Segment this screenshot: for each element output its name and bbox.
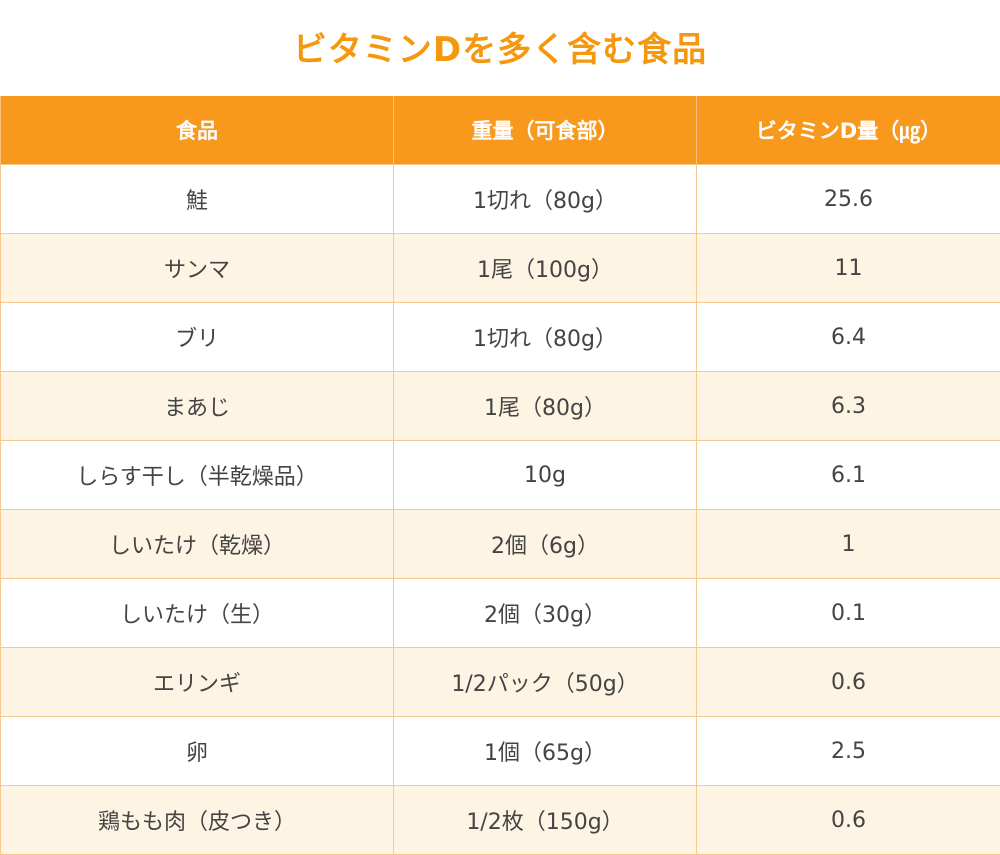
cell-food: しらす干し（半乾燥品） xyxy=(0,440,394,510)
table-row: ブリ 1切れ（80g） 6.4 xyxy=(0,302,1000,372)
table-row: 卵 1個（65g） 2.5 xyxy=(0,716,1000,786)
cell-food: 鮭 xyxy=(0,164,394,234)
cell-vitamin-d: 11 xyxy=(696,233,1000,303)
table-row: しいたけ（乾燥） 2個（6g） 1 xyxy=(0,509,1000,579)
cell-weight: 10g xyxy=(393,440,697,510)
cell-weight: 1個（65g） xyxy=(393,716,697,786)
cell-weight: 1尾（80g） xyxy=(393,371,697,441)
table-row: 鮭 1切れ（80g） 25.6 xyxy=(0,164,1000,234)
cell-vitamin-d: 0.1 xyxy=(696,578,1000,648)
cell-weight: 1切れ（80g） xyxy=(393,302,697,372)
table-row: しらす干し（半乾燥品） 10g 6.1 xyxy=(0,440,1000,510)
cell-food: しいたけ（乾燥） xyxy=(0,509,394,579)
header-food: 食品 xyxy=(0,96,394,165)
header-weight: 重量（可食部） xyxy=(393,96,697,165)
cell-weight: 1切れ（80g） xyxy=(393,164,697,234)
cell-food: 卵 xyxy=(0,716,394,786)
cell-food: サンマ xyxy=(0,233,394,303)
cell-food: エリンギ xyxy=(0,647,394,717)
cell-vitamin-d: 6.3 xyxy=(696,371,1000,441)
table-row: サンマ 1尾（100g） 11 xyxy=(0,233,1000,303)
cell-weight: 1尾（100g） xyxy=(393,233,697,303)
cell-vitamin-d: 6.4 xyxy=(696,302,1000,372)
cell-weight: 2個（30g） xyxy=(393,578,697,648)
page-title: ビタミンDを多く含む食品 xyxy=(292,30,708,70)
cell-weight: 2個（6g） xyxy=(393,509,697,579)
cell-vitamin-d: 2.5 xyxy=(696,716,1000,786)
table-row: まあじ 1尾（80g） 6.3 xyxy=(0,371,1000,441)
table-row: 鶏もも肉（皮つき） 1/2枚（150g） 0.6 xyxy=(0,785,1000,855)
cell-vitamin-d: 0.6 xyxy=(696,647,1000,717)
cell-vitamin-d: 0.6 xyxy=(696,785,1000,855)
cell-vitamin-d: 6.1 xyxy=(696,440,1000,510)
table-row: エリンギ 1/2パック（50g） 0.6 xyxy=(0,647,1000,717)
vitamin-d-table: 食品 重量（可食部） ビタミンD量（㎍） 鮭 1切れ（80g） 25.6 サンマ… xyxy=(0,96,1000,855)
cell-weight: 1/2枚（150g） xyxy=(393,785,697,855)
cell-weight: 1/2パック（50g） xyxy=(393,647,697,717)
table-header-row: 食品 重量（可食部） ビタミンD量（㎍） xyxy=(0,96,1000,165)
cell-food: しいたけ（生） xyxy=(0,578,394,648)
cell-food: ブリ xyxy=(0,302,394,372)
cell-vitamin-d: 25.6 xyxy=(696,164,1000,234)
table-row: しいたけ（生） 2個（30g） 0.1 xyxy=(0,578,1000,648)
cell-food: 鶏もも肉（皮つき） xyxy=(0,785,394,855)
cell-food: まあじ xyxy=(0,371,394,441)
cell-vitamin-d: 1 xyxy=(696,509,1000,579)
header-vitamin-d: ビタミンD量（㎍） xyxy=(696,96,1000,165)
